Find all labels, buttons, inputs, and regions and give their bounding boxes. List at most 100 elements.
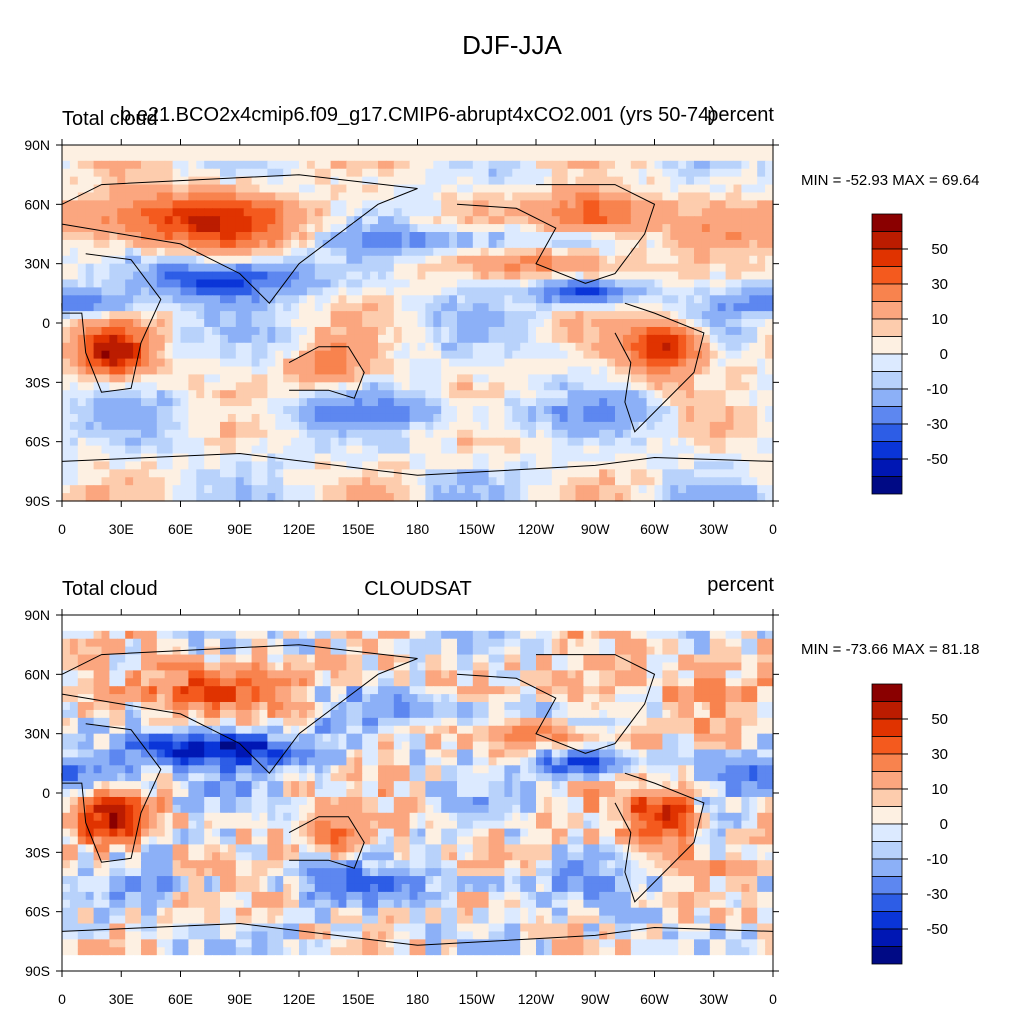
colorbar-label: 30 [931,276,948,293]
lat-tick-label: 60N [24,196,50,212]
lat-tick-label: 90S [25,963,50,979]
lon-tick-label: 180 [406,521,430,537]
colorbar-swatch [871,283,903,302]
colorbar-swatch [871,213,903,232]
lon-tick-label: 120E [283,991,316,1007]
figure-title: DJF-JJA [462,30,562,60]
colorbar-label: -50 [926,451,948,468]
lat-tick-label: 30S [25,844,50,860]
colorbar-label: -50 [926,921,948,938]
colorbar-swatch [871,231,903,250]
colorbar-swatch [871,266,903,285]
colorbar-swatch [871,858,903,877]
map-panel-2: 90N 60N 30N 0 30S 60S 90S 0 30E 60E 90E 120E 150E 180… [24,607,779,1007]
lat-tick-label: 0 [42,315,50,331]
lon-tick-label: 150W [458,991,495,1007]
colorbar-2: 50 30 10 0 -10 -30 -50 [871,683,948,965]
colorbar-label: 50 [931,711,948,728]
lon-tick-label: 30W [699,521,729,537]
lon-tick-label: 60E [168,521,193,537]
colorbar-swatch [871,406,903,425]
panel2-units-label: percent [707,574,774,596]
lon-tick-label: 90E [227,521,252,537]
panel1-variable-label: Total cloud [62,108,158,130]
lon-tick-label: 30W [699,991,729,1007]
colorbar-label: 0 [940,346,948,363]
colorbar-swatch [871,701,903,720]
colorbar-swatch [871,771,903,790]
lon-tick-label: 90W [581,991,611,1007]
colorbar-swatch [871,318,903,337]
colorbar-swatch [871,753,903,772]
lon-tick-label: 0 [769,521,777,537]
lon-tick-label: 120W [518,991,555,1007]
colorbar-swatch [871,441,903,460]
lat-tick-label: 0 [42,785,50,801]
lat-tick-label: 30N [24,726,50,742]
colorbar-label: 30 [931,746,948,763]
coastlines [61,644,774,946]
panel1-units-label: percent [707,104,774,126]
panel2-obs-label: CLOUDSAT [364,578,472,600]
lon-tick-label: 30E [109,991,134,1007]
colorbar-label: 50 [931,241,948,258]
colorbar-swatch [871,823,903,842]
colorbar-swatch [871,336,903,355]
colorbar-swatch [871,683,903,702]
lon-tick-label: 150E [342,991,375,1007]
lon-tick-label: 150E [342,521,375,537]
lat-tick-label: 30N [24,256,50,272]
lon-tick-label: 0 [58,521,66,537]
lon-tick-label: 90E [227,991,252,1007]
colorbar-swatch [871,736,903,755]
colorbar-label: -10 [926,381,948,398]
colorbar-label: -30 [926,886,948,903]
lon-tick-label: 30E [109,521,134,537]
colorbar-swatch [871,946,903,965]
lon-tick-label: 90W [581,521,611,537]
colorbar-swatch [871,928,903,947]
colorbar-swatch [871,423,903,442]
colorbar-swatch [871,911,903,930]
lon-tick-label: 120E [283,521,316,537]
panel2-minmax: MIN = -73.66 MAX = 81.18 [801,641,980,658]
lon-tick-label: 150W [458,521,495,537]
colorbar-swatch [871,893,903,912]
colorbar-swatch [871,388,903,407]
colorbar-swatch [871,718,903,737]
colorbar-label: 10 [931,311,948,328]
colorbar-label: 0 [940,816,948,833]
panel1-minmax: MIN = -52.93 MAX = 69.64 [801,172,980,189]
colorbar-1: 50 30 10 0 -10 -30 -50 [871,213,948,495]
lon-tick-label: 0 [769,991,777,1007]
lon-tick-label: 60E [168,991,193,1007]
colorbar-label: -10 [926,851,948,868]
lat-tick-label: 90S [25,493,50,509]
lon-tick-label: 120W [518,521,555,537]
lon-tick-label: 60W [640,991,670,1007]
colorbar-swatch [871,806,903,825]
lat-tick-label: 60S [25,434,50,450]
colorbar-label: -30 [926,416,948,433]
lat-tick-label: 60N [24,666,50,682]
coastlines [61,174,774,476]
lat-tick-label: 90N [24,607,50,623]
colorbar-swatch [871,788,903,807]
colorbar-swatch [871,353,903,372]
colorbar-swatch [871,476,903,495]
panel1-case-label: b.e21.BCO2x4cmip6.f09_g17.CMIP6-abrupt4x… [120,104,716,126]
lon-tick-label: 0 [58,991,66,1007]
colorbar-swatch [871,248,903,267]
panel2-variable-label: Total cloud [62,578,158,600]
colorbar-label: 10 [931,781,948,798]
colorbar-swatch [871,301,903,320]
lat-tick-label: 90N [24,137,50,153]
lat-tick-label: 60S [25,904,50,920]
colorbar-swatch [871,876,903,895]
map-panel-1: 90N 60N 30N 0 30S 60S 90S 0 30E 60E 90E 120E 150E 180… [24,137,779,537]
colorbar-swatch [871,371,903,390]
lon-tick-label: 180 [406,991,430,1007]
lon-tick-label: 60W [640,521,670,537]
colorbar-swatch [871,841,903,860]
